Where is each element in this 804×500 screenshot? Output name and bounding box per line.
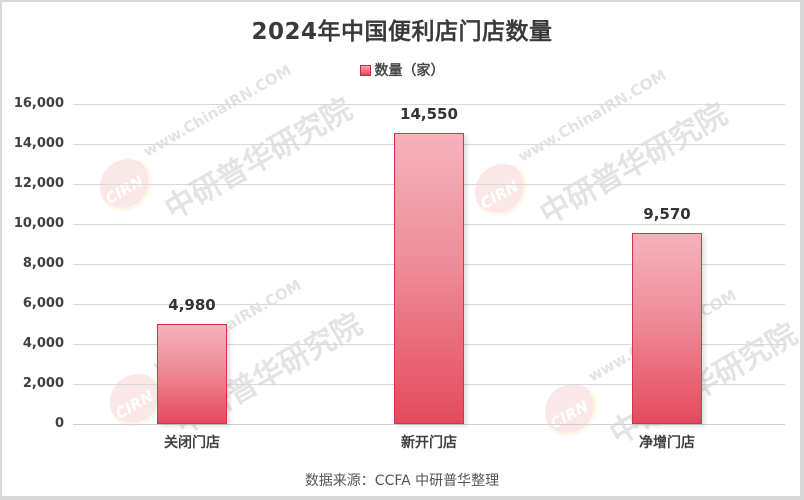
y-tick-label: 0 <box>54 416 64 431</box>
watermark-logo-icon <box>545 384 601 440</box>
y-tick-label: 12,000 <box>13 176 64 191</box>
watermark-logo-icon <box>100 159 156 215</box>
watermark-logo-text: CIRN <box>102 172 147 208</box>
watermark-url: www.ChinaIRN.COM <box>140 60 295 161</box>
watermark-url: www.ChinaIRN.COM <box>515 65 670 166</box>
x-category-label: 关闭门店 <box>164 435 220 451</box>
watermark-logo-text: CIRN <box>112 387 157 423</box>
bar-net-increase-stores[interactable] <box>632 233 702 424</box>
y-tick-label: 2,000 <box>22 376 64 391</box>
watermark: CIRN www.ChinaIRN.COM 中研普华研究院 <box>100 61 358 227</box>
watermark-logo-icon <box>475 164 531 220</box>
legend-swatch-icon <box>359 65 371 76</box>
y-tick-label: 8,000 <box>22 256 64 271</box>
x-category-label: 净增门店 <box>639 435 695 451</box>
data-label: 14,550 <box>400 105 458 123</box>
legend: 数量（家） <box>0 60 804 80</box>
y-tick-label: 4,000 <box>22 336 64 351</box>
y-tick-label: 14,000 <box>13 136 64 151</box>
chart-title: 2024年中国便利店门店数量 <box>251 19 553 45</box>
watermark-logo-text: CIRN <box>547 397 592 433</box>
y-tick-label: 6,000 <box>22 296 64 311</box>
data-label: 9,570 <box>643 205 691 223</box>
source-note: 数据来源：CCFA 中研普华整理 <box>304 473 500 489</box>
y-tick-label: 10,000 <box>13 216 64 231</box>
watermark: CIRN www.ChinaIRN.COM 中研普华研究院 <box>475 66 733 232</box>
gridline <box>73 104 785 105</box>
bar-new-stores[interactable] <box>394 133 464 424</box>
bar-closed-stores[interactable] <box>157 324 227 424</box>
legend-label: 数量（家） <box>374 63 445 79</box>
x-category-label: 新开门店 <box>401 435 457 451</box>
x-axis-baseline <box>73 424 785 425</box>
watermark-logo-text: CIRN <box>477 177 522 213</box>
data-label: 4,980 <box>168 296 216 314</box>
y-tick-label: 16,000 <box>13 96 64 111</box>
watermark-name: 中研普华研究院 <box>159 91 359 228</box>
